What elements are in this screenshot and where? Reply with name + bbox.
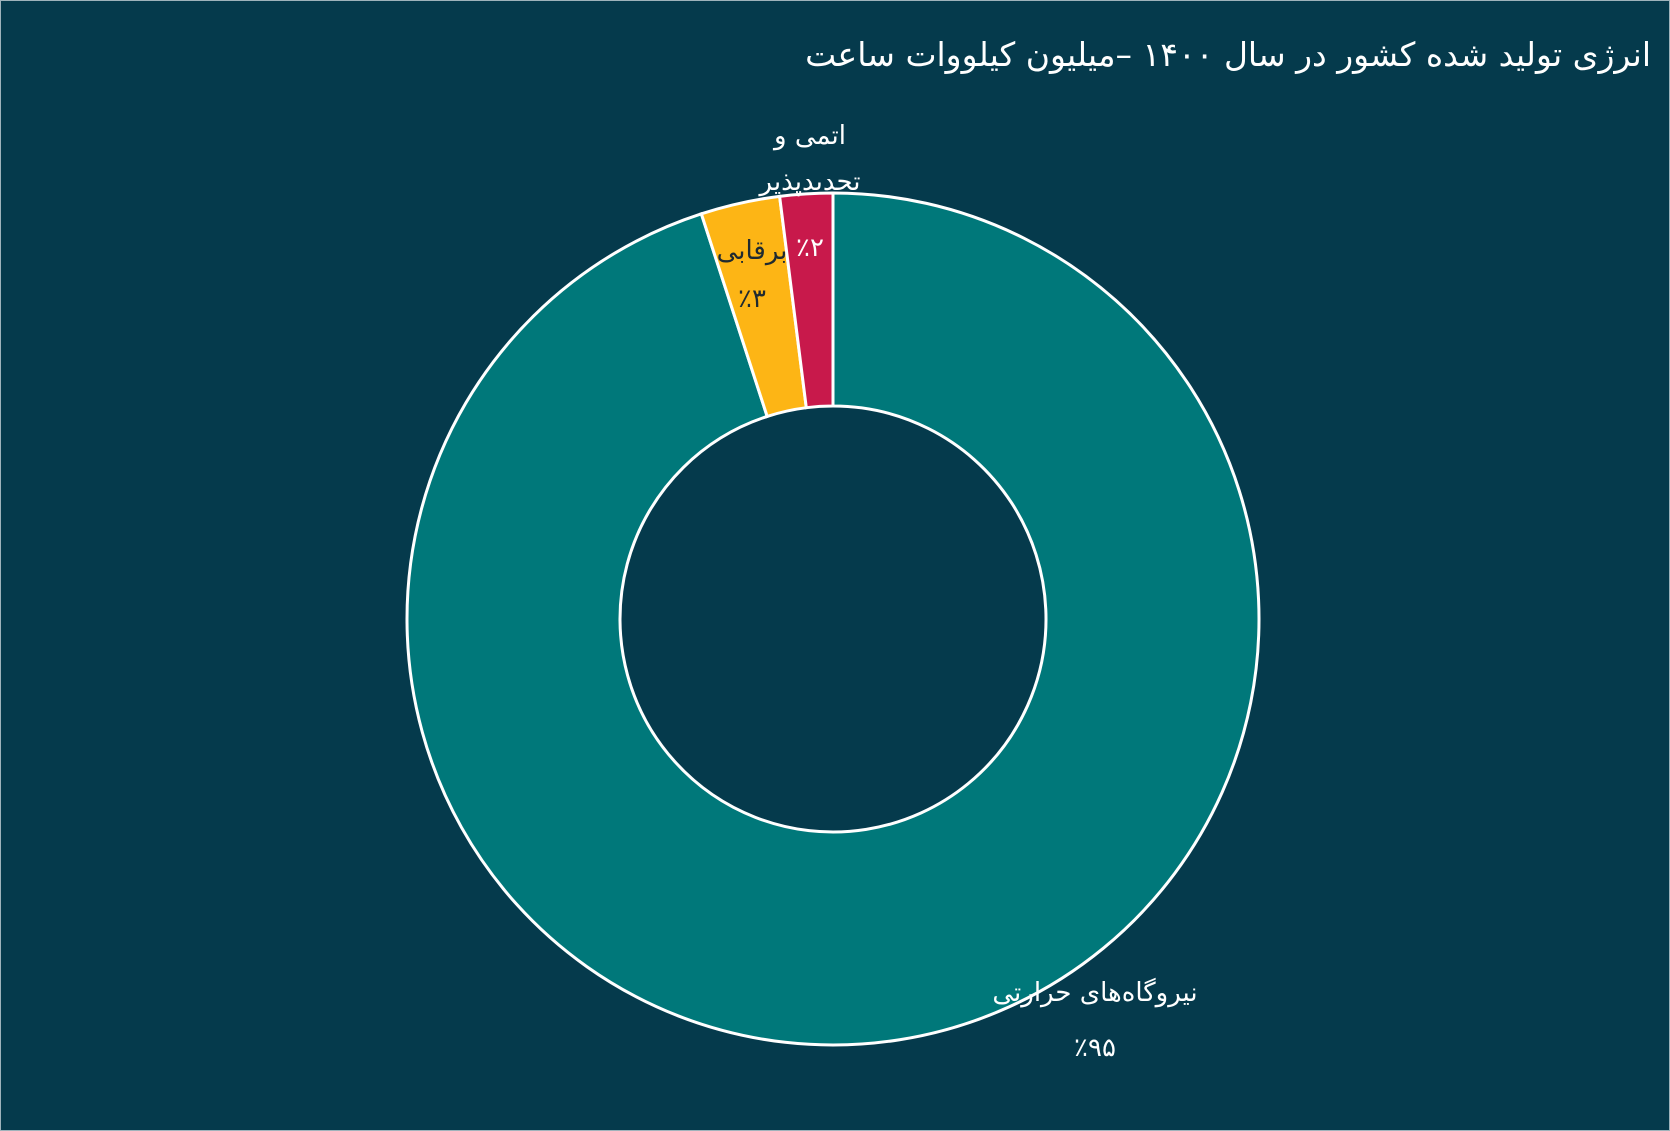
slice-label: اتمی و تجدیدپذیر [759, 121, 861, 197]
slice-value-label: ٪۲ [796, 233, 824, 263]
slice-value-label: ٪۳ [738, 284, 766, 314]
chart-title: انرژی تولید شده کشور در سال ۱۴۰۰ –میلیون… [805, 35, 1651, 74]
donut-slice [777, 191, 835, 410]
slice-value-label: ٪۹۵ [1074, 1033, 1116, 1063]
slice-label: برقابی [716, 236, 788, 266]
slice-label: نیروگاه‌های حرارتی [992, 978, 1198, 1008]
donut-slice [405, 191, 1261, 1047]
